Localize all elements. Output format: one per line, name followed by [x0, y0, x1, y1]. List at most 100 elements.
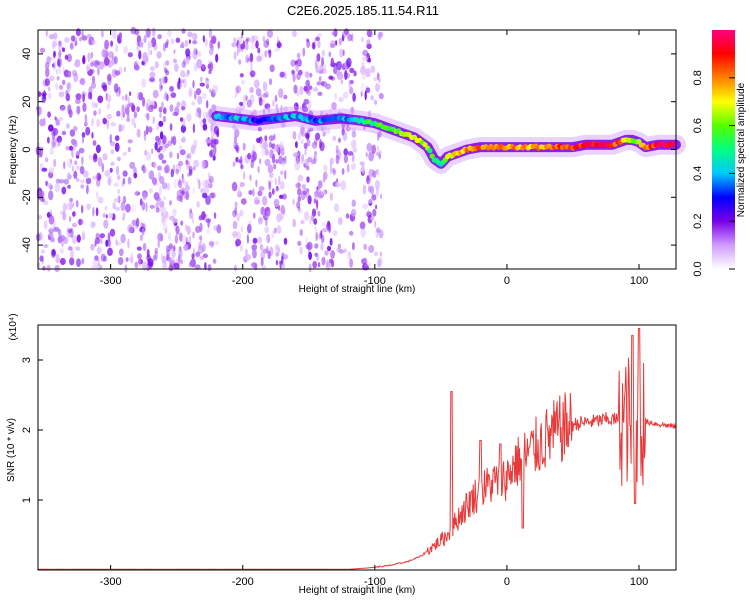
noise-speck [307, 156, 313, 163]
noise-speck [111, 56, 117, 63]
noise-speck [68, 145, 74, 151]
noise-speck [141, 227, 145, 236]
noise-speck [234, 128, 240, 138]
noise-speck [299, 85, 304, 96]
noise-speck [158, 106, 163, 113]
noise-speck [255, 40, 259, 49]
noise-speck [48, 235, 51, 240]
noise-speck [96, 246, 102, 255]
noise-speck [312, 260, 318, 269]
noise-speck [130, 26, 137, 35]
noise-speck [49, 147, 54, 156]
noise-speck [90, 243, 95, 251]
noise-speck [235, 147, 239, 152]
noise-speck [39, 47, 46, 53]
noise-speck [76, 165, 80, 171]
noise-speck [96, 60, 101, 66]
noise-speck [173, 262, 180, 270]
noise-speck [238, 159, 243, 164]
noise-speck [88, 39, 91, 45]
noise-speck [57, 58, 61, 67]
noise-speck [105, 239, 109, 247]
colorbar-label: Normalized spectral amplitude [736, 82, 747, 217]
noise-speck [127, 139, 133, 144]
noise-speck [346, 163, 350, 173]
noise-speck [66, 82, 70, 90]
noise-speck [349, 86, 354, 95]
noise-speck [106, 93, 112, 103]
noise-speck [197, 95, 203, 105]
snr-y-ticks: 1 2 3 [21, 357, 43, 503]
y-tick-label: 1 [21, 497, 33, 503]
noise-speck [107, 73, 112, 82]
noise-speck [196, 88, 201, 96]
noise-speck [164, 76, 168, 84]
noise-speck [233, 212, 236, 218]
noise-speck [249, 52, 254, 63]
noise-speck [47, 111, 51, 118]
x-tick-label: 100 [630, 275, 648, 287]
noise-speck [302, 47, 306, 57]
noise-speck [176, 101, 181, 108]
noise-speck [264, 91, 269, 98]
noise-speck [67, 232, 71, 238]
noise-speck [109, 133, 113, 144]
noise-speck [262, 81, 268, 92]
noise-speck [211, 132, 216, 138]
noise-speck [317, 39, 321, 49]
noise-speck [156, 124, 159, 131]
noise-speck [307, 195, 312, 205]
noise-speck [58, 40, 62, 47]
noise-speck [240, 80, 246, 85]
noise-speck [108, 213, 114, 219]
noise-speck [107, 175, 113, 184]
noise-speck [78, 147, 85, 154]
noise-speck [146, 102, 149, 111]
noise-speck [108, 50, 113, 59]
noise-speck [236, 36, 243, 45]
noise-speck [189, 151, 192, 162]
noise-speck [73, 72, 79, 83]
noise-speck [54, 182, 61, 193]
noise-speck [167, 30, 172, 38]
noise-speck [370, 65, 376, 74]
noise-speck [214, 240, 220, 246]
noise-speck [81, 230, 86, 240]
noise-speck [360, 36, 364, 43]
noise-speck [112, 29, 117, 39]
noise-speck [291, 70, 296, 75]
noise-speck [43, 220, 48, 230]
noise-speck [152, 116, 155, 124]
noise-speck [99, 233, 106, 239]
noise-speck [257, 127, 262, 132]
noise-speck [81, 136, 85, 144]
noise-speck [319, 110, 324, 116]
noise-speck [204, 262, 207, 271]
snr-y-label: SNR (10 * v/v) [6, 418, 17, 482]
noise-speck [305, 236, 308, 244]
noise-speck [85, 177, 92, 185]
colorbar-tick-label: 0.4 [692, 166, 704, 181]
noise-speck [163, 107, 167, 115]
noise-speck [157, 34, 162, 40]
noise-speck [69, 42, 74, 50]
noise-speck [89, 53, 93, 60]
noise-speck [120, 112, 123, 122]
noise-speck [366, 142, 373, 152]
noise-speck [300, 127, 306, 137]
noise-speck [179, 149, 186, 156]
noise-speck [44, 78, 51, 87]
noise-speck [259, 158, 262, 165]
noise-speck [165, 69, 170, 76]
noise-speck [98, 108, 102, 116]
noise-speck [115, 44, 118, 53]
noise-speck [304, 71, 307, 78]
noise-speck [208, 28, 213, 39]
noise-speck [297, 69, 303, 76]
noise-speck [280, 263, 286, 269]
noise-speck [296, 90, 300, 97]
noise-speck [121, 95, 125, 101]
noise-speck [340, 79, 343, 84]
noise-speck [275, 260, 278, 266]
noise-speck [376, 227, 381, 234]
